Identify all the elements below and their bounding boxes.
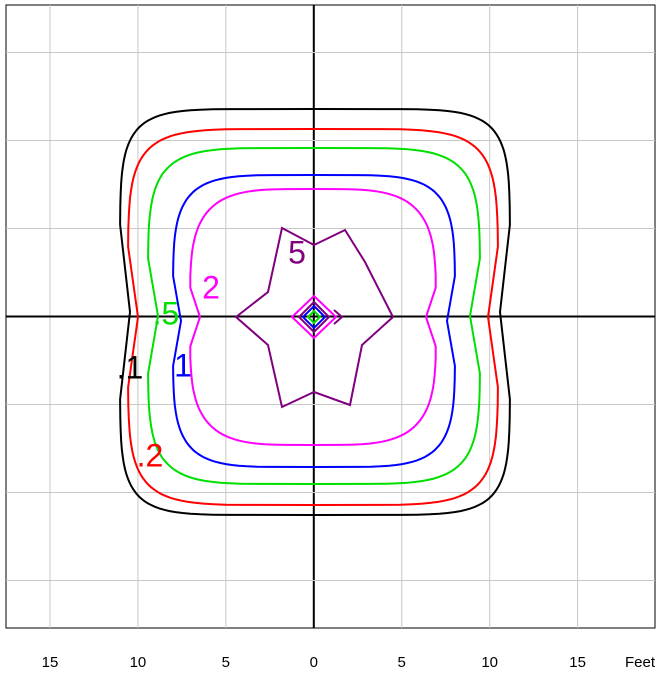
contour	[172, 173, 456, 469]
level-label: .5	[153, 295, 180, 331]
inner-contours	[290, 294, 344, 340]
level-label: 1	[174, 347, 192, 383]
x-tick-label: 5	[398, 654, 406, 671]
contour	[234, 226, 395, 409]
x-tick-label: 15	[569, 654, 586, 671]
level-label: .1	[117, 349, 144, 385]
x-tick-label: 0	[310, 654, 318, 671]
contours	[119, 107, 511, 517]
x-tick-label: 10	[130, 654, 147, 671]
x-axis-label: Feet	[625, 654, 656, 671]
contour	[189, 187, 437, 447]
contour	[147, 146, 481, 486]
level-label: 5	[288, 234, 306, 270]
grid	[6, 5, 655, 628]
level-label: .2	[137, 437, 164, 473]
x-tick-label: 5	[222, 654, 230, 671]
x-tick-label: 10	[481, 654, 498, 671]
contour	[119, 107, 511, 517]
level-label: 2	[202, 269, 220, 305]
x-tick-label: 15	[42, 654, 59, 671]
level-labels: .1 .2 .5 1 2 5	[117, 234, 306, 473]
contour	[127, 127, 499, 507]
